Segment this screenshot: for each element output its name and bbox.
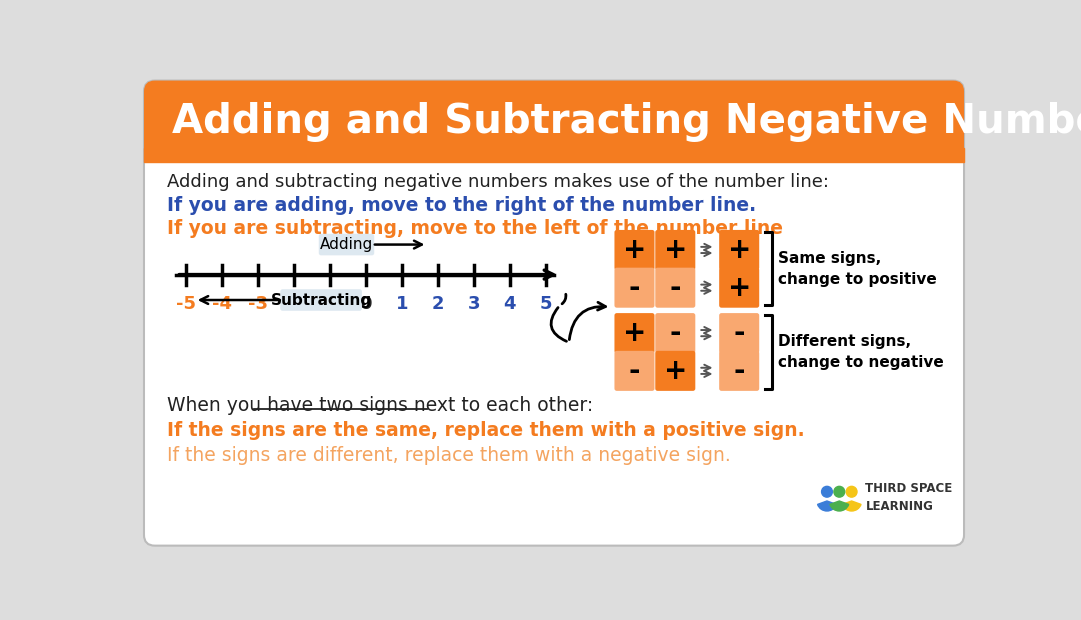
FancyBboxPatch shape xyxy=(655,268,695,308)
Text: 1: 1 xyxy=(396,294,408,312)
Text: 0: 0 xyxy=(360,294,372,312)
Text: Adding and subtracting negative numbers makes use of the number line:: Adding and subtracting negative numbers … xyxy=(168,173,829,191)
FancyBboxPatch shape xyxy=(614,268,654,308)
Text: If you are adding, move to the right of the number line.: If you are adding, move to the right of … xyxy=(168,196,757,215)
FancyBboxPatch shape xyxy=(719,313,759,353)
FancyBboxPatch shape xyxy=(614,313,654,353)
Text: -: - xyxy=(629,273,640,302)
Wedge shape xyxy=(817,501,837,511)
Text: 5: 5 xyxy=(539,294,552,312)
Text: Adding and Subtracting Negative Numbers: Adding and Subtracting Negative Numbers xyxy=(173,102,1081,142)
FancyBboxPatch shape xyxy=(144,81,964,162)
FancyBboxPatch shape xyxy=(719,268,759,308)
FancyBboxPatch shape xyxy=(614,351,654,391)
Text: -1: -1 xyxy=(320,294,339,312)
Text: +: + xyxy=(623,319,646,347)
FancyBboxPatch shape xyxy=(655,230,695,270)
FancyBboxPatch shape xyxy=(319,234,374,255)
Text: +: + xyxy=(728,236,751,264)
Wedge shape xyxy=(842,501,862,511)
Circle shape xyxy=(833,486,844,497)
Text: +: + xyxy=(664,357,686,385)
Text: -: - xyxy=(733,357,745,385)
Circle shape xyxy=(822,486,832,497)
Text: -4: -4 xyxy=(212,294,231,312)
FancyBboxPatch shape xyxy=(719,230,759,270)
FancyBboxPatch shape xyxy=(655,313,695,353)
Text: If the signs are different, replace them with a negative sign.: If the signs are different, replace them… xyxy=(168,446,731,464)
Text: -: - xyxy=(669,319,681,347)
Text: 2: 2 xyxy=(431,294,444,312)
FancyBboxPatch shape xyxy=(719,351,759,391)
Wedge shape xyxy=(830,501,849,511)
FancyBboxPatch shape xyxy=(280,289,362,311)
FancyBboxPatch shape xyxy=(614,230,654,270)
FancyBboxPatch shape xyxy=(655,351,695,391)
Text: Same signs,
change to positive: Same signs, change to positive xyxy=(777,251,936,287)
Circle shape xyxy=(846,486,857,497)
Text: +: + xyxy=(664,236,686,264)
Text: -: - xyxy=(629,357,640,385)
Text: 4: 4 xyxy=(504,294,516,312)
Text: -: - xyxy=(669,273,681,302)
Text: Subtracting: Subtracting xyxy=(270,293,372,308)
Text: Different signs,
change to negative: Different signs, change to negative xyxy=(777,334,944,370)
Bar xyxy=(144,148,964,162)
Text: THIRD SPACE
LEARNING: THIRD SPACE LEARNING xyxy=(866,482,952,513)
Text: If you are subtracting, move to the left of the number line: If you are subtracting, move to the left… xyxy=(168,219,783,238)
Text: Adding: Adding xyxy=(320,237,373,252)
Text: -3: -3 xyxy=(248,294,268,312)
Text: 3: 3 xyxy=(468,294,480,312)
Text: +: + xyxy=(728,273,751,302)
Text: When you have two signs next to each other:: When you have two signs next to each oth… xyxy=(168,396,593,415)
Text: +: + xyxy=(623,236,646,264)
Text: -2: -2 xyxy=(283,294,304,312)
Text: -5: -5 xyxy=(175,294,196,312)
Text: If the signs are the same, replace them with a positive sign.: If the signs are the same, replace them … xyxy=(168,421,804,440)
Text: -: - xyxy=(733,319,745,347)
FancyBboxPatch shape xyxy=(144,81,964,546)
